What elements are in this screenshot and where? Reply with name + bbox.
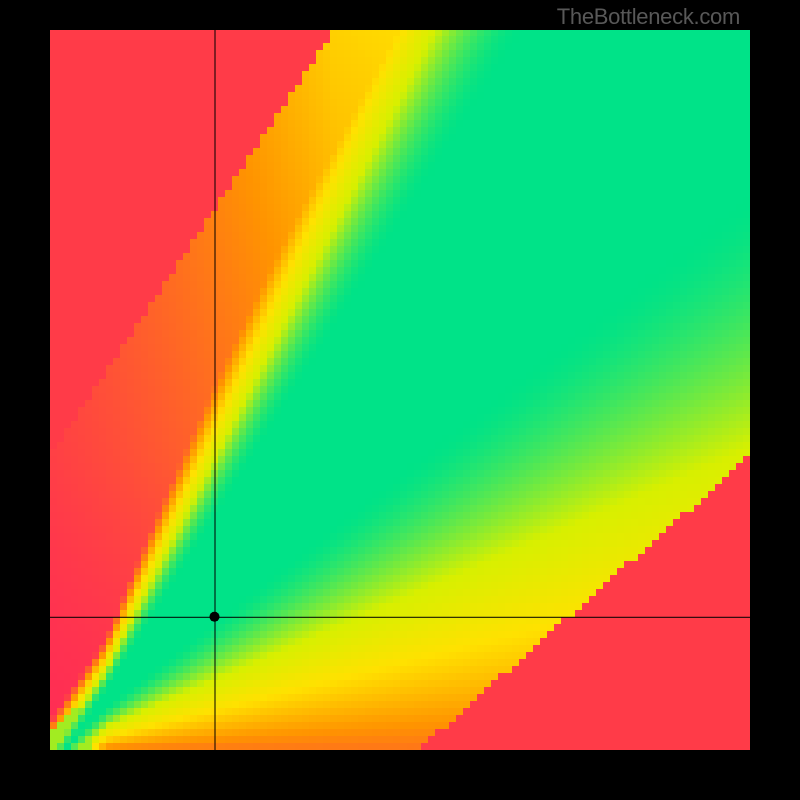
- watermark-text: TheBottleneck.com: [557, 4, 740, 30]
- bottleneck-heatmap: [50, 30, 750, 750]
